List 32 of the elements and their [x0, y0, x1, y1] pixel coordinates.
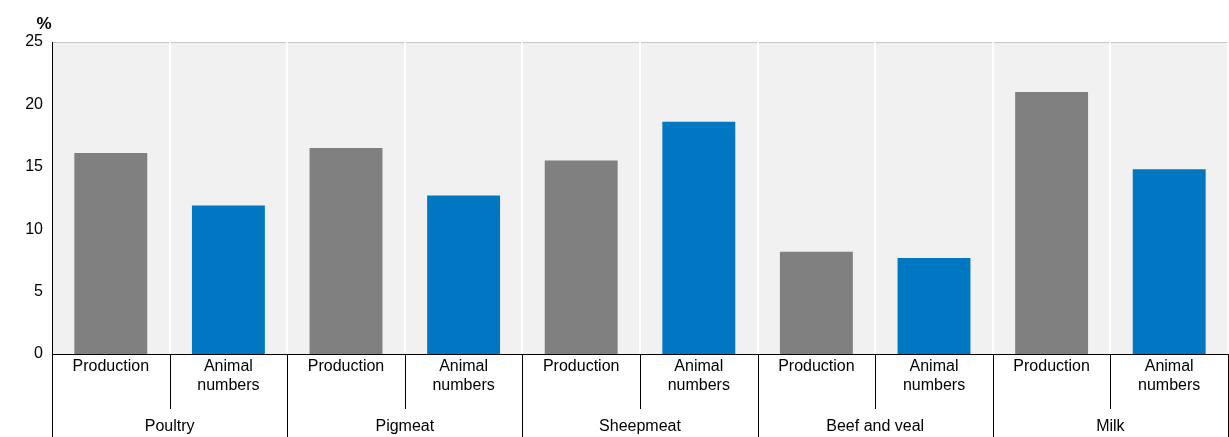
bar: [427, 195, 501, 354]
bar: [1015, 91, 1089, 354]
x-tick-label: Animal numbers: [197, 357, 260, 394]
bar: [779, 251, 853, 354]
x-tick-label: Production: [1013, 357, 1090, 375]
x-tick-label: Animal numbers: [432, 357, 495, 394]
text: Milk: [1096, 417, 1126, 435]
y-tick-label: 15: [25, 157, 44, 175]
bar: [544, 160, 618, 354]
y-axis-title: %: [36, 13, 52, 33]
y-tick-label: 0: [34, 344, 44, 362]
text: Pigmeat: [375, 417, 435, 435]
bar: [897, 257, 971, 354]
y-tick-label: 20: [25, 94, 44, 112]
x-tick-label: Production: [307, 357, 385, 375]
bar: [662, 121, 736, 354]
x-tick-label: Production: [542, 357, 620, 375]
y-tick-label: 5: [34, 282, 44, 300]
text: Sheepmeat: [599, 417, 682, 435]
x-tick-label: Animal numbers: [667, 357, 730, 394]
text: Beef and veal: [826, 417, 925, 435]
x-tick-label: Production: [72, 357, 150, 375]
bar: [74, 153, 148, 354]
x-tick-label: Animal numbers: [1138, 357, 1201, 394]
y-tick-label: 25: [25, 32, 44, 50]
bar: [191, 205, 265, 354]
y-tick-label: 10: [25, 219, 44, 237]
text: Poultry: [144, 417, 195, 435]
bar: [309, 148, 383, 354]
x-tick-label: Production: [778, 357, 855, 375]
bar: [1132, 169, 1206, 354]
x-tick-label: Animal numbers: [902, 357, 966, 394]
